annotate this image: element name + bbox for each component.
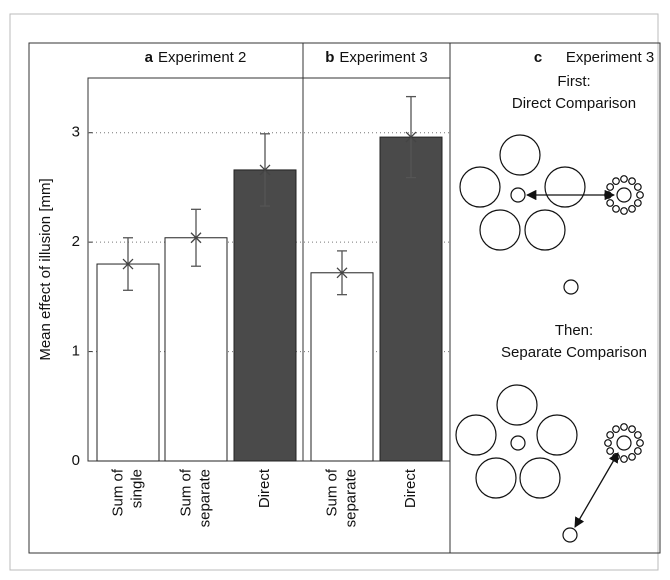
ring-circle [607, 448, 614, 455]
ring-circle [613, 206, 620, 213]
ring-circle [605, 440, 612, 447]
figure: c Experiment 3 First: Direct Comparison … [0, 0, 670, 580]
x-tick-label: Sum of [323, 468, 340, 516]
single-circle [564, 280, 578, 294]
step-task: Separate Comparison [501, 344, 647, 361]
step-label: Then: [555, 322, 593, 339]
ring-circle [621, 424, 628, 431]
ring-circle [613, 178, 620, 185]
single-circle [563, 528, 577, 542]
ring-circle [637, 192, 644, 199]
panel-c-diagram: c Experiment 3 First: Direct Comparison … [456, 49, 654, 542]
panel-title-text: Experiment 2 [158, 49, 246, 66]
x-tick-label: Direct [256, 468, 273, 508]
ring-circle [629, 454, 636, 461]
x-tick-label: Direct [402, 468, 419, 508]
ring-circle [629, 206, 636, 213]
y-tick-label: 2 [72, 233, 80, 250]
x-tick-label: single [128, 469, 145, 508]
ebbinghaus-small [605, 424, 644, 463]
y-tick-label: 1 [72, 343, 80, 360]
x-tick-label: separate [342, 469, 359, 527]
panel-letter: a [145, 49, 154, 66]
ring-circle [637, 440, 644, 447]
panel-title: b Experiment 3 [325, 49, 428, 66]
step-task: Direct Comparison [512, 95, 636, 112]
x-tick-label: Sum of [177, 468, 194, 516]
ring-circle [621, 456, 628, 463]
panel-title-text: Experiment 3 [339, 49, 427, 66]
y-tick-label: 3 [72, 124, 80, 141]
step-label: First: [557, 73, 590, 90]
bar [165, 238, 227, 461]
ebbinghaus-large [456, 385, 577, 498]
ring-circle [607, 200, 614, 207]
ring-circle [635, 448, 642, 455]
x-tick-label: Sum of [109, 468, 126, 516]
bar [380, 137, 442, 461]
ring-circle [629, 178, 636, 185]
bar [311, 273, 373, 461]
y-axis-label: Mean effect of illusion [mm] [37, 178, 54, 360]
ring-circle [621, 208, 628, 215]
ring-circle [607, 432, 614, 439]
ring-circle [613, 426, 620, 433]
panel-title: Experiment 3 [566, 49, 654, 66]
panel-letter: c [534, 49, 542, 66]
bar [234, 170, 296, 461]
bar [97, 264, 159, 461]
ring-circle [635, 200, 642, 207]
y-tick-label: 0 [72, 452, 80, 469]
ring-circle [635, 184, 642, 191]
ring-circle [621, 176, 628, 183]
ring-circle [607, 184, 614, 191]
ebbinghaus-large [460, 135, 585, 250]
panel-letter: b [325, 49, 334, 66]
ring-circle [629, 426, 636, 433]
x-tick-label: separate [196, 469, 213, 527]
arrow [575, 453, 618, 527]
ring-circle [635, 432, 642, 439]
